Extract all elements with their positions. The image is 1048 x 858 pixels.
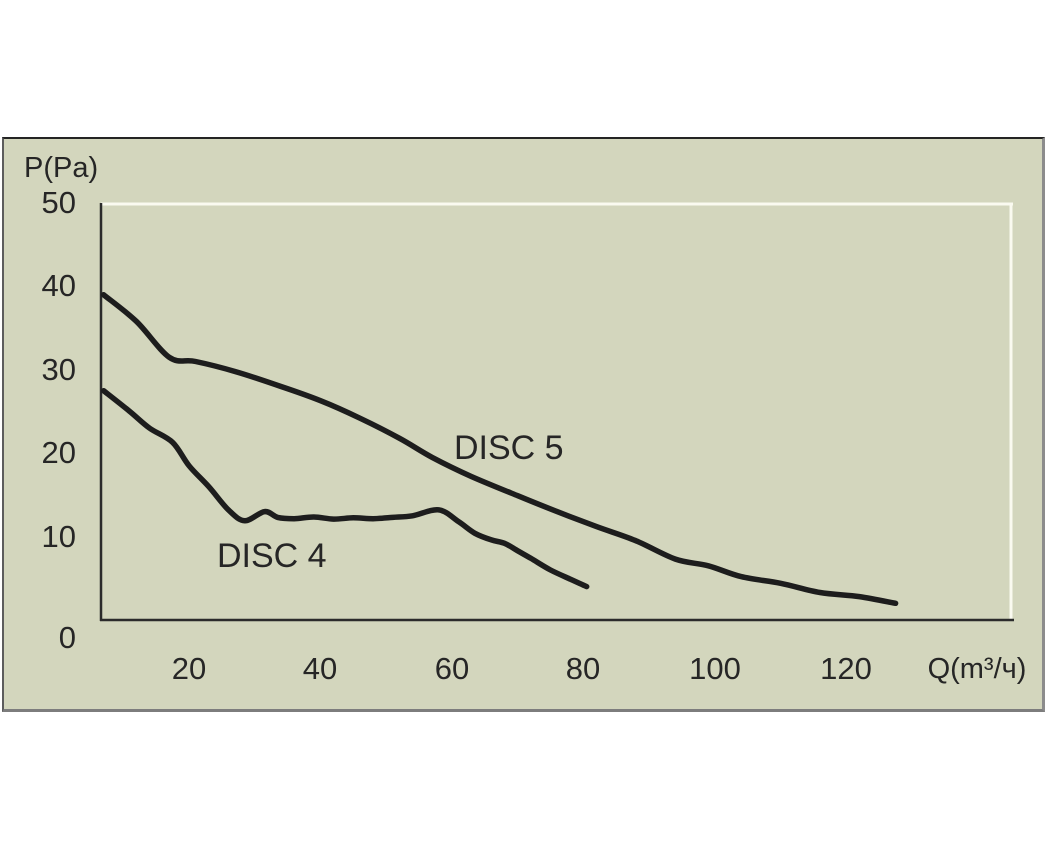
y-tick-40: 40 — [41, 268, 76, 303]
disc4-curve — [100, 387, 590, 590]
y-tick-10: 10 — [41, 519, 76, 554]
x-tick-100: 100 — [689, 651, 741, 686]
disc5-series-label: DISC 5 — [454, 429, 564, 467]
y-tick-20: 20 — [41, 435, 76, 470]
y-tick-30: 30 — [41, 352, 76, 387]
x-tick-60: 60 — [434, 651, 470, 686]
x-tick-40: 40 — [302, 651, 338, 686]
y-tick-50: 50 — [41, 185, 76, 220]
x-tick-80: 80 — [565, 651, 601, 686]
chart-panel: P(Pa) 50 40 30 20 10 0 DISC 5 DISC 4 20 … — [2, 137, 1045, 712]
x-tick-20: 20 — [171, 651, 207, 686]
y-axis-title: P(Pa) — [24, 152, 99, 184]
plot-area — [99, 202, 1014, 622]
y-tick-0: 0 — [58, 620, 76, 655]
disc5-curve — [100, 291, 899, 607]
disc4-series-label: DISC 4 — [217, 537, 327, 575]
x-axis-title: Q(m³/ч) — [927, 653, 1027, 685]
x-tick-120: 120 — [820, 651, 872, 686]
